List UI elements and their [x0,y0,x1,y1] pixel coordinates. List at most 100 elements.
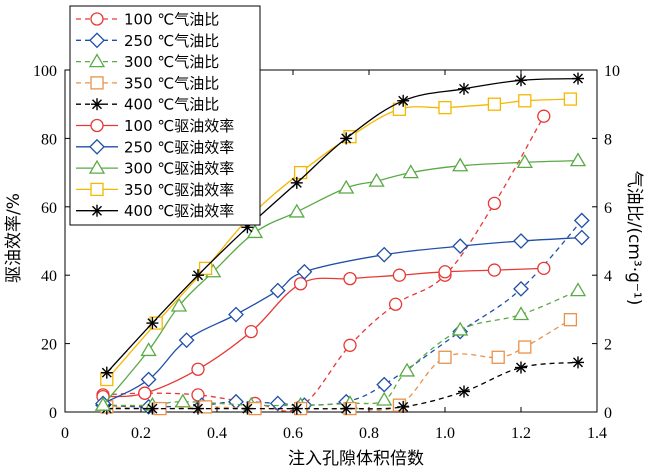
data-point [438,100,452,115]
series-line [102,115,545,412]
data-point [178,332,195,349]
legend-entry: 100 ℃气油比 [76,11,219,29]
data-point [487,97,502,111]
data-point [573,229,590,246]
legend-label: 400 ℃驱油效率 [124,202,234,220]
data-point [340,402,353,415]
left-y-axis-title: 驱油效率/% [4,193,24,283]
legend-marker [91,204,103,217]
legend-entry: 350 ℃驱油效率 [76,181,234,199]
data-point [343,271,357,286]
left-y-tick-label: 100 [33,63,57,80]
data-point [368,172,385,187]
left-y-tick-label: 0 [49,405,57,422]
plot-frame [64,69,598,413]
series-line [106,77,579,374]
data-point [487,263,502,277]
left-y-tick-label: 40 [41,268,57,285]
series-4 [100,356,584,415]
legend-label: 350 ℃驱油效率 [124,181,234,199]
data-point [438,265,452,279]
legend-label: 300 ℃气油比 [124,53,219,71]
data-point [513,280,529,297]
x-tick-label: 0.2 [131,425,151,442]
data-point [293,277,308,291]
data-point [192,269,204,282]
legend-entry: 250 ℃驱油效率 [76,138,234,156]
right-y-tick-label: 0 [604,405,612,422]
legend-marker [90,118,104,133]
data-point [569,152,587,167]
data-point [174,393,191,408]
data-point [146,317,159,330]
data-point [392,102,407,116]
legend-entry: 100 ℃驱油效率 [76,117,234,135]
data-point [191,388,205,402]
data-point [518,94,532,108]
series-9 [100,72,584,379]
legend-marker [89,32,105,49]
legend-label: 250 ℃驱油效率 [124,138,234,156]
legend-entry: 300 ℃气油比 [76,53,219,71]
data-point [140,342,157,357]
right-y-tick-label: 8 [604,131,612,148]
right-y-tick-label: 2 [604,337,612,354]
x-tick-label: 0.4 [207,425,227,442]
data-point [244,324,258,339]
data-point [191,362,205,376]
legend-label: 300 ℃驱油效率 [124,160,234,178]
legend-entry: 300 ℃驱油效率 [76,160,234,178]
series-line [102,267,544,398]
data-point [376,246,393,263]
legend-marker [91,98,103,111]
legend-marker [89,138,105,155]
series-6 [95,229,590,412]
data-point [146,402,159,415]
data-point [458,385,470,398]
right-y-axis-title: 气油比/(cm³·g⁻¹) [624,171,644,306]
data-point [515,361,527,374]
data-point [138,386,152,400]
data-point [269,282,286,299]
data-point [293,165,308,180]
series-line [102,159,579,406]
left-y-tick-label: 60 [41,200,57,217]
x-tick-label: 1.4 [587,425,607,442]
legend-marker [88,159,106,174]
x-tick-label: 0 [61,425,69,442]
x-tick-label: 1.0 [435,425,455,442]
data-point [397,94,410,107]
right-y-tick-label: 10 [604,63,620,80]
data-point [537,261,551,276]
right-y-tick-label: 4 [604,268,612,285]
data-point [376,391,393,406]
data-point [100,366,113,379]
data-point [563,313,578,327]
left-y-tick-label: 80 [41,131,57,148]
data-point [452,157,469,172]
data-point [518,340,532,354]
data-point [487,196,502,211]
legend-label: 400 ℃气油比 [124,96,219,114]
data-point [94,396,112,411]
legend-entry: 400 ℃气油比 [76,96,219,114]
data-point [537,109,551,123]
data-point [241,402,254,415]
legend-entry: 400 ℃驱油效率 [76,202,234,220]
data-point [569,282,587,297]
legend-marker [90,182,104,197]
data-point [512,306,530,321]
legend-label: 100 ℃驱油效率 [124,117,234,135]
left-y-tick-label: 20 [41,337,57,354]
series-line [102,236,582,404]
data-point [388,297,403,311]
data-point [398,362,416,377]
data-point [140,371,157,388]
data-point [296,263,313,280]
data-point [573,212,590,229]
data-point [515,74,527,87]
data-point [513,233,529,249]
data-point [228,306,244,323]
data-point [376,376,393,393]
